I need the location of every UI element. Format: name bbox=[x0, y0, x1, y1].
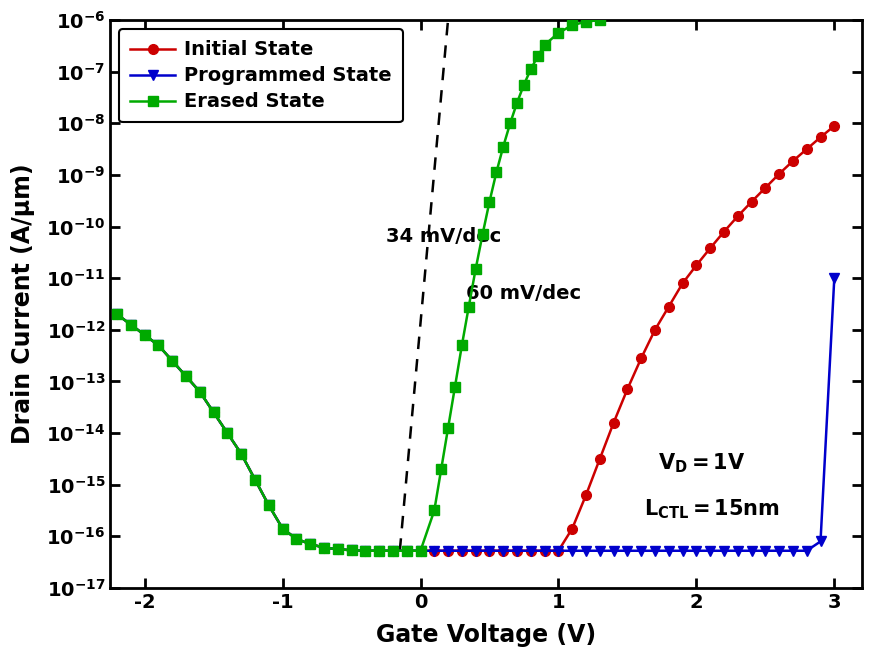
Erased State bbox=[112, 311, 122, 318]
Erased State bbox=[595, 16, 605, 24]
Programmed State bbox=[677, 547, 688, 555]
Erased State bbox=[498, 143, 508, 151]
Erased State bbox=[140, 331, 150, 339]
Erased State bbox=[526, 65, 536, 73]
Erased State bbox=[553, 29, 564, 37]
Erased State bbox=[222, 429, 232, 437]
Erased State bbox=[347, 546, 357, 554]
Erased State bbox=[209, 409, 219, 417]
Programmed State bbox=[581, 547, 591, 555]
Line: Programmed State: Programmed State bbox=[113, 273, 839, 555]
Programmed State bbox=[553, 547, 564, 555]
Initial State bbox=[540, 547, 550, 555]
Erased State bbox=[416, 547, 426, 555]
Erased State bbox=[567, 21, 577, 29]
X-axis label: Gate Voltage (V): Gate Voltage (V) bbox=[376, 623, 596, 647]
Initial State bbox=[112, 311, 122, 318]
Initial State bbox=[760, 184, 771, 191]
Legend: Initial State, Programmed State, Erased State: Initial State, Programmed State, Erased … bbox=[120, 29, 402, 122]
Line: Erased State: Erased State bbox=[113, 15, 605, 555]
Erased State bbox=[250, 476, 260, 484]
Erased State bbox=[512, 99, 522, 107]
Programmed State bbox=[305, 540, 315, 548]
Erased State bbox=[505, 119, 515, 127]
Erased State bbox=[153, 342, 163, 349]
Erased State bbox=[264, 501, 274, 509]
Text: 34 mV/dec: 34 mV/dec bbox=[386, 227, 501, 246]
Erased State bbox=[402, 547, 412, 555]
Erased State bbox=[291, 535, 301, 543]
Erased State bbox=[360, 547, 370, 555]
Erased State bbox=[436, 465, 446, 473]
Initial State bbox=[305, 540, 315, 548]
Erased State bbox=[126, 320, 136, 328]
Initial State bbox=[829, 122, 840, 130]
Erased State bbox=[464, 303, 474, 311]
Initial State bbox=[360, 547, 370, 555]
Erased State bbox=[278, 524, 288, 532]
Erased State bbox=[519, 81, 529, 89]
Initial State bbox=[553, 547, 564, 555]
Erased State bbox=[533, 52, 543, 60]
Erased State bbox=[388, 547, 398, 555]
Erased State bbox=[333, 545, 343, 553]
Erased State bbox=[540, 41, 550, 49]
Erased State bbox=[195, 388, 205, 395]
Programmed State bbox=[540, 547, 550, 555]
Erased State bbox=[319, 544, 329, 551]
Erased State bbox=[485, 198, 495, 206]
Erased State bbox=[236, 450, 246, 458]
Erased State bbox=[471, 265, 481, 273]
Line: Initial State: Initial State bbox=[113, 121, 839, 555]
Erased State bbox=[450, 383, 460, 391]
Erased State bbox=[429, 507, 439, 515]
Initial State bbox=[581, 491, 591, 499]
Programmed State bbox=[360, 547, 370, 555]
Initial State bbox=[677, 280, 688, 288]
Erased State bbox=[478, 230, 488, 238]
Erased State bbox=[374, 547, 384, 555]
Text: 60 mV/dec: 60 mV/dec bbox=[466, 284, 581, 303]
Erased State bbox=[181, 372, 191, 380]
Text: $\mathbf{L_{CTL} = 15nm}$: $\mathbf{L_{CTL} = 15nm}$ bbox=[644, 497, 780, 521]
Programmed State bbox=[760, 547, 771, 555]
Y-axis label: Drain Current (A/μm): Drain Current (A/μm) bbox=[11, 164, 35, 444]
Erased State bbox=[491, 168, 502, 176]
Text: $\mathbf{V_D = 1V}$: $\mathbf{V_D = 1V}$ bbox=[657, 451, 745, 475]
Programmed State bbox=[112, 311, 122, 318]
Erased State bbox=[443, 424, 453, 432]
Erased State bbox=[167, 357, 177, 365]
Erased State bbox=[581, 18, 591, 26]
Erased State bbox=[457, 342, 467, 349]
Erased State bbox=[305, 540, 315, 548]
Programmed State bbox=[829, 274, 840, 282]
